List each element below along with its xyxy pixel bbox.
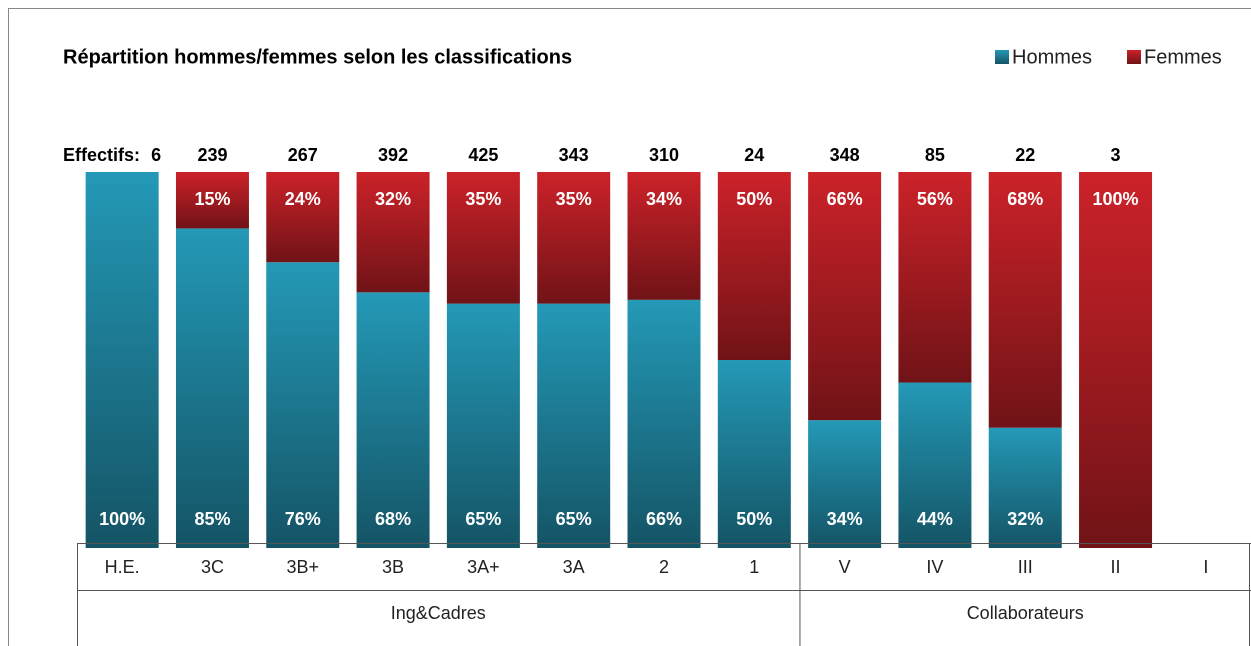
data-label: 32% — [1007, 509, 1043, 529]
bar-segment — [537, 303, 611, 548]
bar-segment — [988, 172, 1062, 428]
data-label: 50% — [736, 509, 772, 529]
bar-segment — [627, 172, 701, 300]
x-tick-label: 1 — [749, 557, 759, 577]
effectif-label: 22 — [1015, 145, 1035, 165]
data-label: 24% — [285, 189, 321, 209]
data-label: 34% — [646, 189, 682, 209]
data-label: 65% — [465, 509, 501, 529]
effectif-label: 239 — [197, 145, 227, 165]
bar-segment — [446, 172, 520, 304]
bar-segment — [717, 172, 791, 360]
bar-segment — [808, 172, 882, 421]
data-label: 32% — [375, 189, 411, 209]
effectif-label: 85 — [925, 145, 945, 165]
effectif-label: 425 — [468, 145, 498, 165]
data-label: 100% — [1093, 189, 1139, 209]
effectif-label: 6 — [151, 145, 161, 165]
bar-segment — [1079, 172, 1153, 548]
data-label: 66% — [646, 509, 682, 529]
legend-swatch — [1127, 50, 1141, 64]
effectifs-label: Effectifs: — [63, 145, 140, 165]
legend-label: Femmes — [1144, 46, 1222, 68]
data-label: 85% — [194, 509, 230, 529]
chart-border — [8, 8, 1251, 646]
data-label: 35% — [556, 189, 592, 209]
chart-title: Répartition hommes/femmes selon les clas… — [63, 46, 572, 68]
x-tick-label: IV — [926, 557, 943, 577]
bar-segment — [537, 172, 611, 304]
x-tick-label: 3A — [563, 557, 585, 577]
data-label: 66% — [827, 189, 863, 209]
group-label: Collaborateurs — [967, 603, 1084, 623]
data-label: 76% — [285, 509, 321, 529]
bar-segment — [627, 299, 701, 548]
bar-segment — [175, 228, 249, 548]
bar-segment — [175, 172, 249, 229]
bar-segment — [898, 172, 972, 383]
x-tick-label: III — [1018, 557, 1033, 577]
bar-segment — [356, 172, 430, 293]
x-tick-label: 3A+ — [467, 557, 500, 577]
data-label: 68% — [375, 509, 411, 529]
effectif-label: 348 — [830, 145, 860, 165]
x-tick-label: 2 — [659, 557, 669, 577]
x-tick-label: V — [839, 557, 851, 577]
x-tick-label: 3C — [201, 557, 224, 577]
data-label: 65% — [556, 509, 592, 529]
data-label: 68% — [1007, 189, 1043, 209]
bar-segment — [898, 382, 972, 548]
data-label: 15% — [194, 189, 230, 209]
bar-segment — [717, 360, 791, 548]
effectif-label: 24 — [744, 145, 764, 165]
bar-segment — [988, 427, 1062, 548]
effectif-label: 3 — [1111, 145, 1121, 165]
data-label: 44% — [917, 509, 953, 529]
data-label: 50% — [736, 189, 772, 209]
bar-segment — [808, 420, 882, 548]
effectif-label: 267 — [288, 145, 318, 165]
effectif-label: 310 — [649, 145, 679, 165]
group-label: Ing&Cadres — [391, 603, 486, 623]
data-label: 35% — [465, 189, 501, 209]
data-label: 56% — [917, 189, 953, 209]
bar-segment — [356, 292, 430, 548]
effectif-label: 392 — [378, 145, 408, 165]
x-tick-label: 3B — [382, 557, 404, 577]
bar-segment — [266, 262, 340, 548]
x-tick-label: II — [1111, 557, 1121, 577]
x-tick-label: 3B+ — [287, 557, 320, 577]
effectif-label: 343 — [559, 145, 589, 165]
data-label: 34% — [827, 509, 863, 529]
bar-segment — [266, 172, 340, 263]
bar-segment — [85, 172, 159, 548]
bar-segment — [446, 303, 520, 548]
x-tick-label: I — [1203, 557, 1208, 577]
x-tick-label: H.E. — [105, 557, 140, 577]
legend-label: Hommes — [1012, 46, 1092, 68]
legend-swatch — [995, 50, 1009, 64]
data-label: 100% — [99, 509, 145, 529]
